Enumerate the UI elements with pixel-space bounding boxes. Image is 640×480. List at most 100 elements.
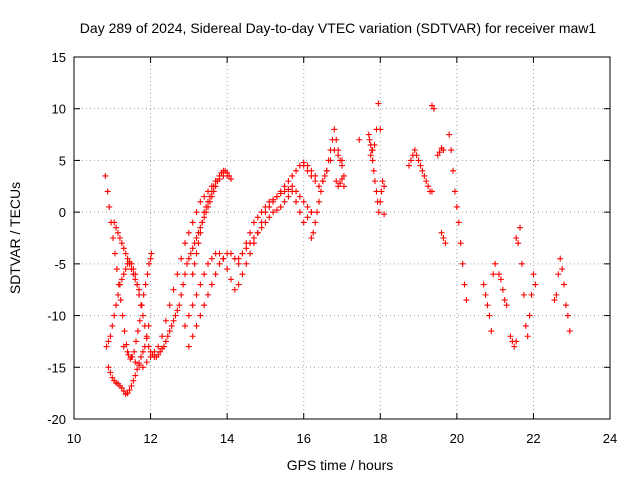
data-point <box>224 266 231 273</box>
data-point <box>448 147 455 154</box>
data-point <box>258 224 265 231</box>
data-point <box>193 250 200 257</box>
y-axis-label: SDTVAR / TECUs <box>7 182 23 294</box>
data-point <box>289 188 296 195</box>
data-point <box>121 328 128 335</box>
data-point <box>199 219 206 226</box>
data-point <box>522 322 529 329</box>
data-point <box>300 219 307 226</box>
data-point <box>145 343 152 350</box>
data-point <box>126 260 133 267</box>
data-point <box>130 377 137 384</box>
data-point <box>266 198 273 205</box>
data-point <box>105 364 112 371</box>
y-tick-label: -20 <box>47 412 66 427</box>
data-point <box>513 338 520 345</box>
data-point <box>356 136 363 143</box>
data-point <box>515 240 522 247</box>
data-point <box>321 172 328 179</box>
data-point <box>526 312 533 319</box>
data-point <box>206 193 213 200</box>
data-point <box>189 271 196 278</box>
data-point <box>122 250 129 257</box>
data-points <box>102 100 573 398</box>
data-point <box>155 351 162 358</box>
data-point <box>103 343 110 350</box>
data-point <box>180 281 187 288</box>
data-point <box>174 307 181 314</box>
data-point <box>273 207 280 214</box>
data-point <box>377 198 384 205</box>
plot-frame <box>73 56 611 420</box>
data-point <box>333 136 340 143</box>
data-point <box>193 209 200 216</box>
data-point <box>430 105 437 112</box>
data-point <box>528 291 535 298</box>
chart-title: Day 289 of 2024, Sidereal Day-to-day VTE… <box>80 20 597 36</box>
data-point <box>124 255 131 262</box>
data-point <box>520 291 527 298</box>
data-point <box>327 147 334 154</box>
data-point <box>484 302 491 309</box>
data-point <box>231 286 238 293</box>
data-point <box>144 271 151 278</box>
data-point <box>138 302 144 309</box>
data-point <box>128 266 135 273</box>
data-point <box>119 312 126 319</box>
data-point <box>289 183 296 190</box>
data-point <box>369 157 376 164</box>
data-point <box>379 178 386 185</box>
data-point <box>159 333 166 340</box>
data-point <box>486 312 493 319</box>
x-axis-label: GPS time / hours <box>287 457 394 473</box>
data-point <box>250 219 257 226</box>
data-point <box>335 183 342 190</box>
data-point <box>201 209 208 216</box>
y-tick-label: -5 <box>54 257 66 272</box>
data-point <box>120 271 127 278</box>
data-point <box>247 250 254 257</box>
data-point <box>270 196 277 203</box>
data-point <box>371 141 378 148</box>
data-point <box>170 286 177 293</box>
data-point <box>243 260 250 267</box>
data-point <box>120 343 127 350</box>
data-point <box>201 193 208 200</box>
data-point <box>463 297 470 304</box>
data-point <box>262 203 269 210</box>
data-point <box>423 178 430 185</box>
data-point <box>113 302 120 309</box>
data-point <box>310 229 317 236</box>
data-point <box>293 198 300 205</box>
data-point <box>507 333 514 340</box>
data-point <box>189 333 196 340</box>
data-point <box>102 172 109 179</box>
y-tick-label: -10 <box>47 309 66 324</box>
data-point <box>562 302 569 309</box>
data-point <box>172 312 179 319</box>
data-point <box>189 245 196 252</box>
data-point <box>417 162 424 169</box>
data-point <box>425 183 432 190</box>
data-point <box>120 388 127 395</box>
data-point <box>289 172 296 179</box>
data-point <box>530 271 537 278</box>
data-point <box>555 271 562 278</box>
data-point <box>337 180 344 187</box>
data-point <box>323 167 330 174</box>
data-point <box>461 281 468 288</box>
data-point <box>178 291 185 298</box>
x-tick-label: 16 <box>296 431 310 446</box>
data-point <box>453 203 460 210</box>
data-point <box>314 209 321 216</box>
data-point <box>411 147 418 154</box>
x-tick-label: 20 <box>450 431 464 446</box>
data-point <box>446 131 453 138</box>
y-tick-label: -15 <box>47 360 66 375</box>
data-point <box>193 322 200 329</box>
data-point <box>208 281 215 288</box>
data-point <box>111 312 118 319</box>
data-point <box>285 178 292 185</box>
data-point <box>111 250 118 257</box>
